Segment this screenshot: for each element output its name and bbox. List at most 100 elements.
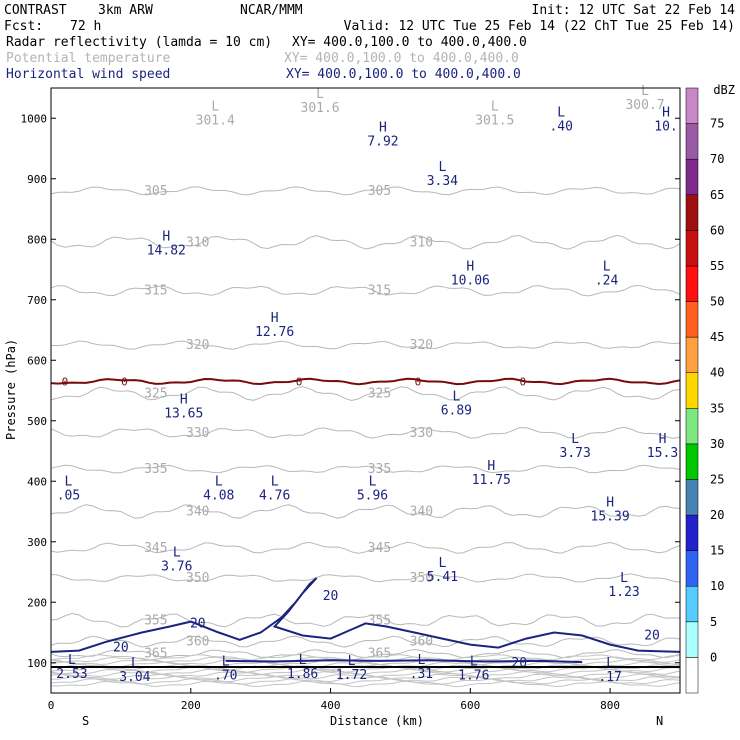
extremum-value: 301.5 bbox=[475, 113, 514, 128]
extremum-value: 3.04 bbox=[119, 670, 150, 685]
extremum-value: .24 bbox=[595, 274, 619, 289]
colorbar-level-label: 0 bbox=[710, 650, 717, 664]
extremum-value: 1.86 bbox=[287, 667, 318, 682]
colorbar-swatch bbox=[685, 123, 699, 160]
theta-contour-label: 325 bbox=[368, 387, 391, 402]
model-name: 3km ARW bbox=[98, 3, 153, 18]
colorbar-level-label: 30 bbox=[710, 437, 724, 451]
freezing-level-label: 0 bbox=[62, 375, 69, 388]
extremum-marker: L bbox=[620, 571, 628, 586]
colorbar-swatch bbox=[685, 301, 699, 338]
extremum-marker: L bbox=[271, 474, 279, 489]
extremum-marker: L bbox=[557, 105, 565, 120]
y-tick-label: 200 bbox=[27, 596, 47, 609]
y-tick-label: 900 bbox=[27, 173, 47, 186]
extremum-value: 301.4 bbox=[196, 113, 235, 128]
theta-contour-label: 330 bbox=[186, 426, 209, 441]
theta-contour-label: 355 bbox=[144, 613, 167, 628]
extremum-marker: L bbox=[369, 474, 377, 489]
colorbar: 0 5 10 15 20 25 30 35 40 45 50 55 60 65 70 75 bbox=[685, 87, 724, 694]
y-tick-label: 400 bbox=[27, 475, 47, 488]
extremum-value: 10. bbox=[654, 119, 677, 134]
field-name: Radar reflectivity (lamda = 10 cm) bbox=[6, 35, 272, 50]
extremum-value: 4.08 bbox=[203, 488, 234, 503]
y-tick-label: 300 bbox=[27, 536, 47, 549]
colorbar-swatch bbox=[685, 479, 699, 516]
freezing-level-line bbox=[50, 377, 681, 386]
theta-contour-label: 310 bbox=[410, 235, 433, 250]
theta-contour-label: 350 bbox=[186, 571, 209, 586]
extremum-marker: L bbox=[452, 390, 460, 405]
extremum-value: 15.39 bbox=[591, 510, 630, 525]
extremum-value: 3.76 bbox=[161, 560, 192, 575]
theta-contour-label: 360 bbox=[186, 635, 209, 650]
extremum-value: 11.75 bbox=[472, 473, 511, 488]
extremum-marker: L bbox=[299, 653, 307, 668]
theta-contour-line bbox=[50, 666, 681, 673]
colorbar-level-label: 60 bbox=[710, 223, 724, 237]
extremum-marker: L bbox=[491, 99, 499, 114]
extremum-value: 3.34 bbox=[427, 174, 458, 189]
wind-contour-label: 20 bbox=[190, 616, 206, 631]
extremum-value: 15.3 bbox=[647, 446, 678, 461]
extremum-value: 301.6 bbox=[301, 101, 340, 116]
colorbar-swatch bbox=[685, 621, 699, 658]
theta-contour-label: 345 bbox=[368, 541, 391, 556]
extremum-value: 2.53 bbox=[56, 667, 87, 682]
colorbar-level-label: 65 bbox=[710, 188, 724, 202]
extremum-marker: L bbox=[470, 655, 478, 670]
colorbar-swatch bbox=[685, 265, 699, 302]
colorbar-swatch bbox=[685, 158, 699, 196]
colorbar-level-label: 20 bbox=[710, 508, 724, 522]
extremum-marker: L bbox=[438, 556, 446, 571]
field-name: Horizontal wind speed bbox=[6, 67, 170, 82]
freezing-level-label: 0 bbox=[519, 375, 526, 388]
extremum-marker: H bbox=[271, 311, 279, 326]
extremum-value: 12.76 bbox=[255, 325, 294, 340]
colorbar-swatch bbox=[685, 585, 699, 623]
wind-contour-label: 20 bbox=[644, 629, 660, 644]
extremum-value: 1.72 bbox=[336, 668, 367, 683]
colorbar-unit: dBZ bbox=[713, 83, 735, 97]
extremum-marker: L bbox=[316, 87, 324, 102]
extremum-value: 1.76 bbox=[458, 669, 489, 684]
theta-contour-line bbox=[50, 654, 681, 661]
theta-contour-line bbox=[50, 340, 681, 350]
theta-contour-label: 315 bbox=[368, 284, 391, 299]
theta-contour-line bbox=[50, 186, 681, 196]
x-end-label-south: S bbox=[82, 714, 89, 728]
colorbar-swatch bbox=[685, 87, 699, 124]
theta-contour-line bbox=[50, 670, 681, 678]
colorbar-swatch bbox=[685, 657, 699, 694]
max-min-label-layer: L2.53L3.04L.70L1.86L1.72L.31L1.76L.17L1.… bbox=[56, 84, 678, 685]
extremum-value: .17 bbox=[598, 670, 621, 685]
theta-contour-line bbox=[50, 668, 681, 676]
y-tick-label: 500 bbox=[27, 415, 47, 428]
y-tick-label: 1000 bbox=[21, 112, 48, 125]
theta-contour-label: 345 bbox=[144, 541, 167, 556]
extremum-marker: L bbox=[603, 260, 611, 275]
extremum-value: 300.7 bbox=[625, 98, 664, 113]
x-tick-label: 600 bbox=[460, 699, 480, 712]
theta-contour-label: 330 bbox=[410, 426, 433, 441]
extremum-value: .05 bbox=[57, 488, 80, 503]
colorbar-level-label: 35 bbox=[710, 401, 724, 415]
extremum-marker: L bbox=[215, 474, 223, 489]
fcst-value: 72 h bbox=[70, 19, 101, 34]
theta-contour-label: 310 bbox=[186, 235, 209, 250]
extremum-value: .31 bbox=[410, 667, 433, 682]
field-xy: XY= 400.0,100.0 to 400.0,400.0 bbox=[284, 51, 519, 66]
theta-contour-label: 315 bbox=[144, 284, 167, 299]
theta-contour-label: 340 bbox=[410, 505, 433, 520]
theta-contour-line bbox=[50, 426, 681, 439]
extremum-value: .40 bbox=[549, 119, 572, 134]
theta-contour-label: 350 bbox=[410, 571, 433, 586]
theta-contour-line bbox=[50, 464, 681, 474]
extremum-value: .70 bbox=[214, 669, 237, 684]
y-tick-label: 800 bbox=[27, 233, 47, 246]
y-tick-label: 600 bbox=[27, 354, 47, 367]
field-name: Potential temperature bbox=[6, 51, 171, 66]
